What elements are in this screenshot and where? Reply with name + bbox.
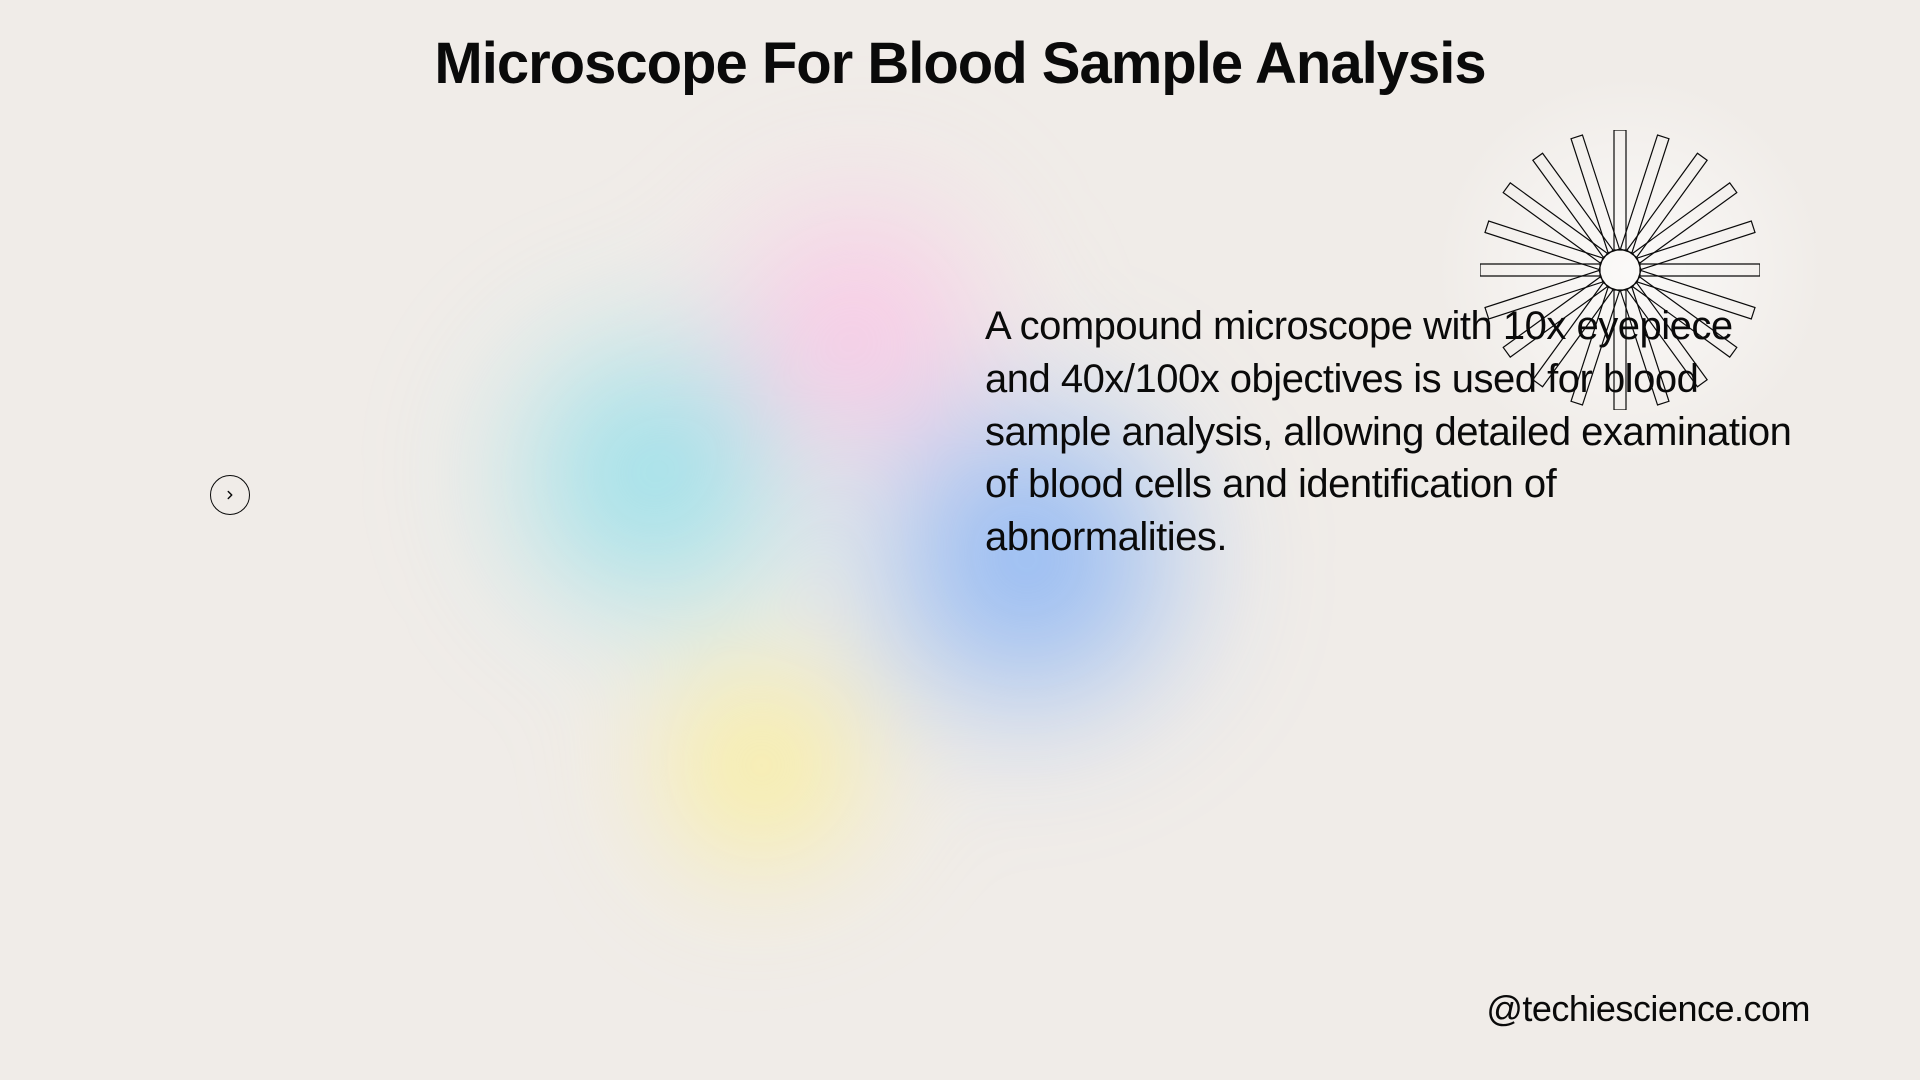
page-title: Microscope For Blood Sample Analysis	[0, 30, 1920, 97]
chevron-right-icon	[223, 488, 237, 502]
starburst-decoration	[1480, 130, 1760, 410]
attribution-text: @techiescience.com	[1486, 988, 1810, 1030]
next-button[interactable]	[210, 475, 250, 515]
